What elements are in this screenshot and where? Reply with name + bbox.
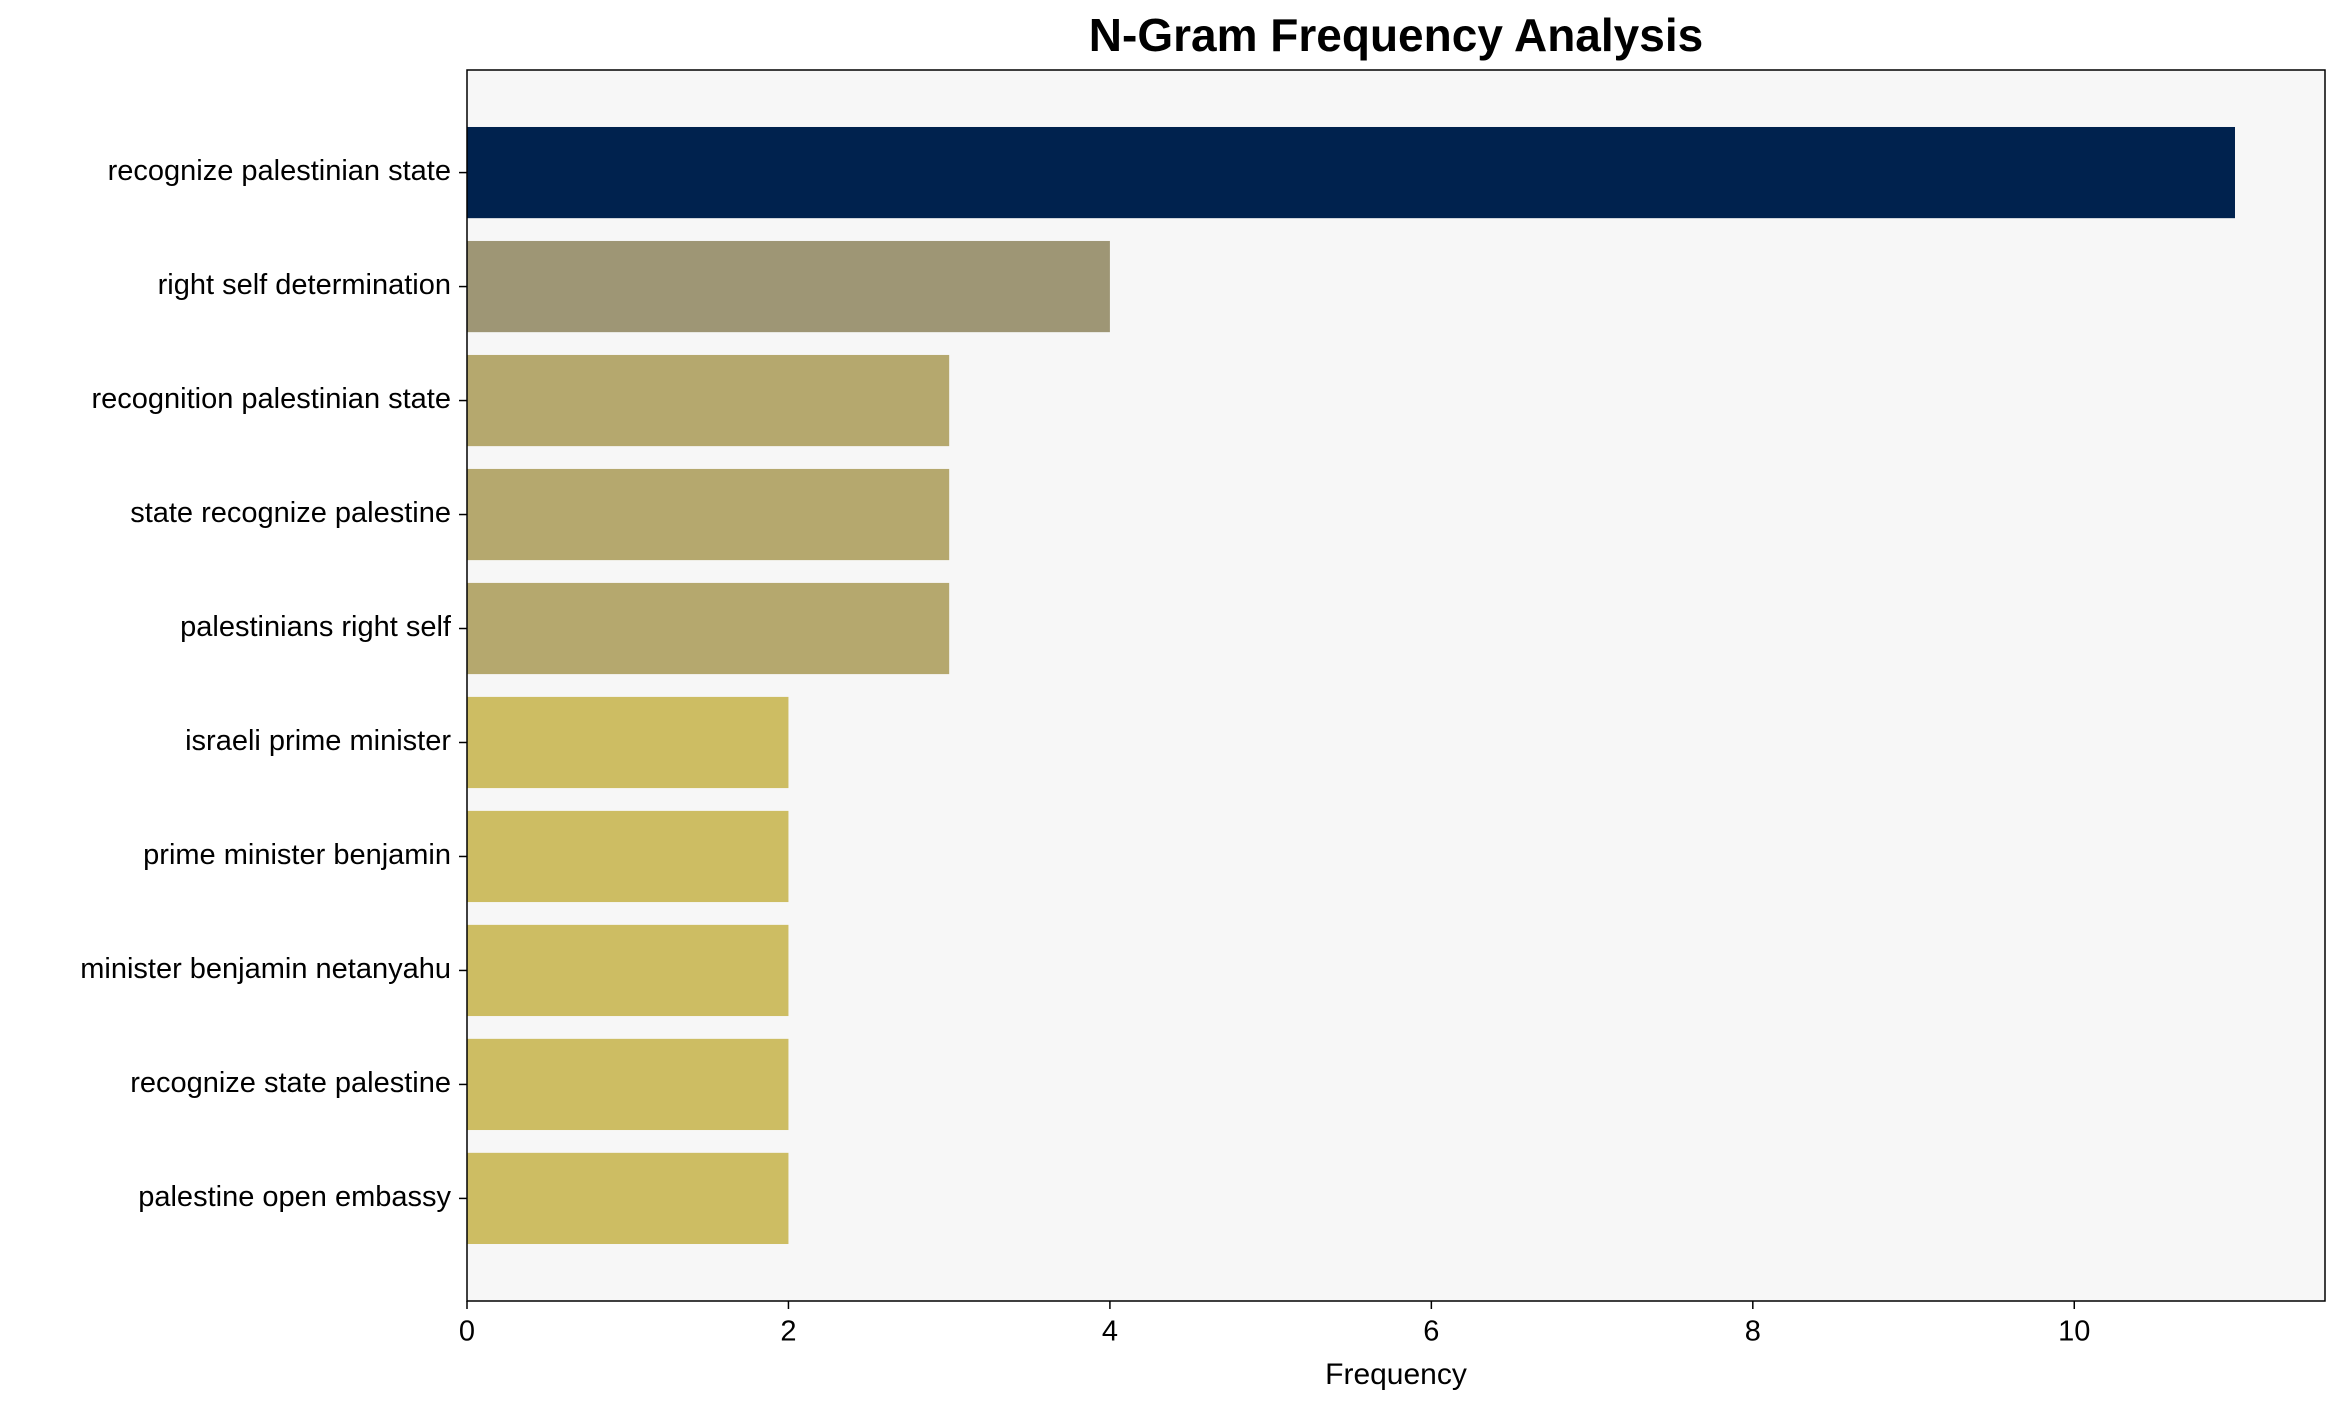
y-tick-label: palestinians right self [180, 611, 452, 643]
y-tick-label: palestine open embassy [138, 1181, 451, 1213]
chart-title: N-Gram Frequency Analysis [1089, 9, 1703, 61]
y-tick-label: israeli prime minister [185, 725, 451, 757]
bar [467, 582, 950, 675]
y-tick-label: recognition palestinian state [91, 383, 451, 415]
x-tick-label: 8 [1745, 1316, 1761, 1348]
x-tick-label: 6 [1423, 1316, 1439, 1348]
bar [467, 810, 789, 903]
x-axis-label: Frequency [1325, 1358, 1467, 1391]
x-tick-label: 10 [2058, 1316, 2090, 1348]
bar [467, 1152, 789, 1245]
bar [467, 924, 789, 1017]
y-tick-label: prime minister benjamin [143, 839, 451, 871]
plot-frame [466, 69, 2326, 1302]
y-tick-label: recognize palestinian state [108, 155, 451, 187]
y-tick-label: right self determination [158, 269, 451, 301]
bar [467, 1038, 789, 1131]
x-tick-label: 2 [780, 1316, 796, 1348]
x-tick-label: 4 [1102, 1316, 1118, 1348]
bar [467, 468, 950, 561]
bar [467, 126, 2235, 219]
bar [467, 240, 1110, 333]
x-tick-label: 0 [459, 1316, 475, 1348]
y-tick-label: minister benjamin netanyahu [80, 953, 451, 985]
bar [467, 354, 950, 447]
bar [467, 696, 789, 789]
y-tick-label: recognize state palestine [130, 1067, 451, 1099]
y-tick-label: state recognize palestine [130, 497, 451, 529]
